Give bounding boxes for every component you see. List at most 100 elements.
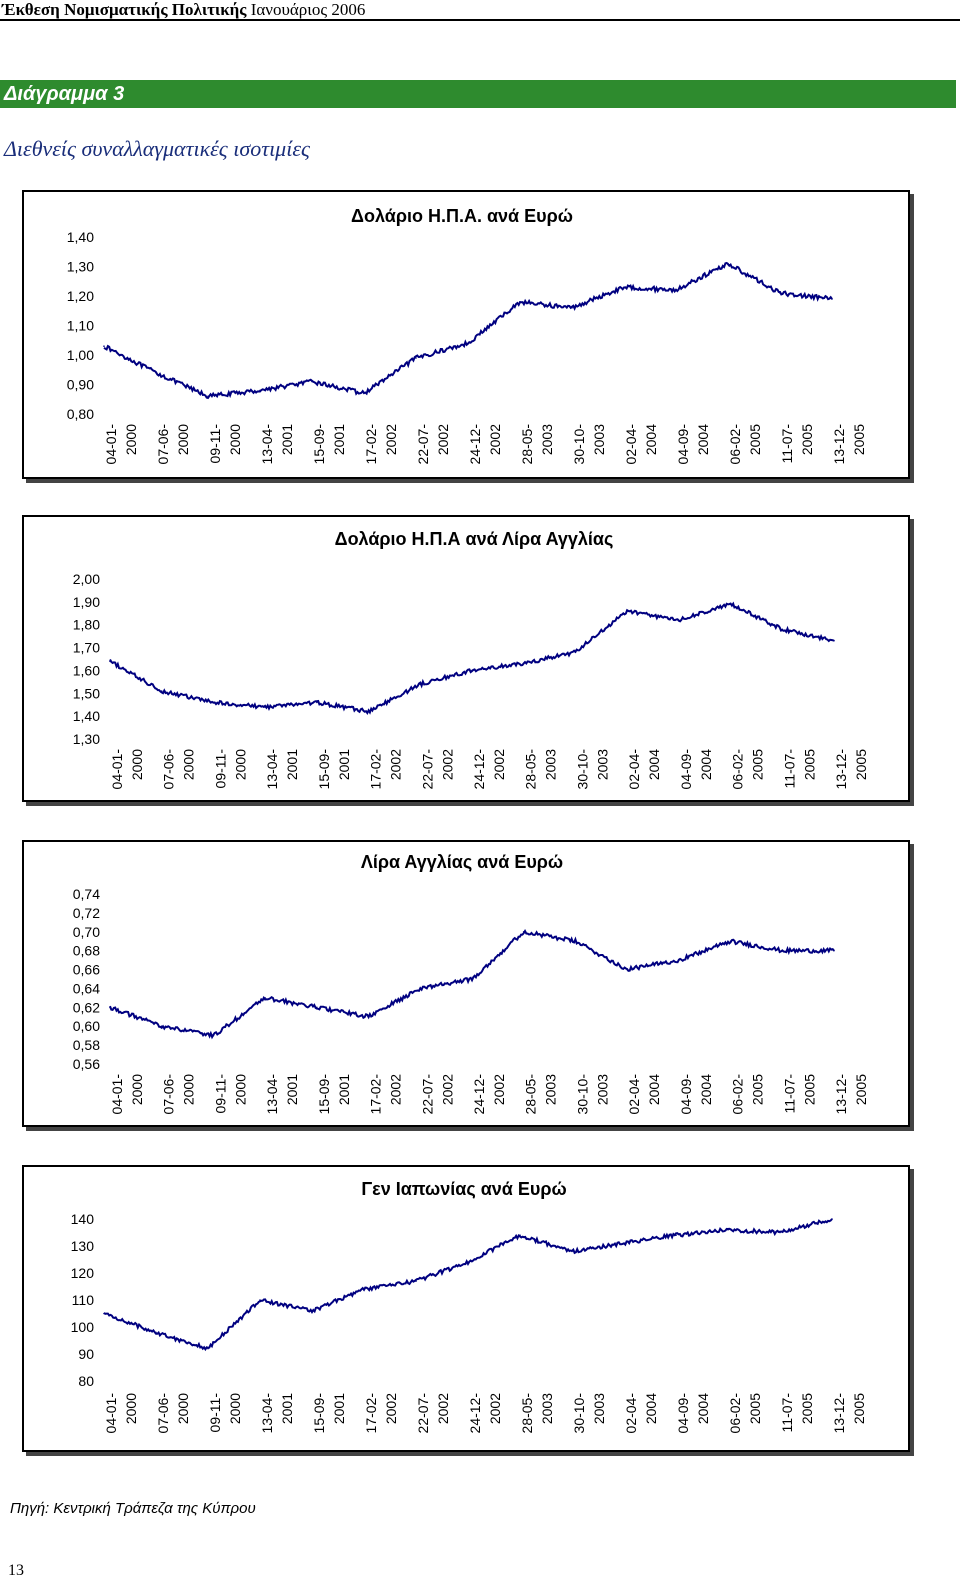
- svg-text:13-04-: 13-04-: [259, 424, 275, 465]
- svg-text:28-05-: 28-05-: [523, 749, 539, 790]
- svg-text:17-02-: 17-02-: [363, 1393, 379, 1434]
- data-point: [779, 1231, 781, 1234]
- svg-text:11-07-: 11-07-: [779, 1393, 795, 1433]
- svg-text:2000: 2000: [129, 749, 145, 780]
- svg-text:2001: 2001: [279, 1393, 295, 1424]
- y-tick-label: 140: [71, 1211, 95, 1227]
- chart-jpy-eur: Γεν Ιαπωνίας ανά Ευρώ 80 90 100 110 120 130 140…: [71, 1179, 867, 1434]
- svg-text:28-05-: 28-05-: [519, 1393, 535, 1434]
- x-tick-label: 13-12- 2005: [833, 749, 869, 790]
- series-line: [103, 1218, 833, 1352]
- x-tick-label: 04-01- 2000: [103, 1393, 139, 1434]
- data-point: [833, 639, 835, 642]
- data-point: [264, 706, 266, 708]
- svg-text:13-04-: 13-04-: [264, 749, 280, 790]
- svg-text:2002: 2002: [439, 749, 455, 780]
- data-point: [207, 1347, 209, 1350]
- x-tick-label: 09-11- 2000: [212, 749, 248, 789]
- svg-text:2000: 2000: [175, 424, 191, 455]
- svg-text:17-02-: 17-02-: [368, 749, 384, 790]
- data-point: [155, 371, 157, 374]
- svg-text:30-10-: 30-10-: [574, 749, 590, 790]
- x-tick-label: 11-07- 2005: [781, 1074, 817, 1114]
- x-tick-label: 07-06- 2000: [155, 1393, 191, 1434]
- data-point: [367, 710, 370, 713]
- svg-text:2003: 2003: [539, 1393, 555, 1424]
- x-tick-label: 28-05- 2003: [519, 424, 555, 465]
- x-tick-label: 28-05- 2003: [523, 1074, 559, 1115]
- x-tick-label: 06-02- 2005: [730, 749, 766, 790]
- svg-text:2005: 2005: [750, 1074, 766, 1105]
- svg-text:13-12-: 13-12-: [833, 749, 849, 790]
- data-point: [522, 662, 525, 665]
- data-point: [155, 1331, 157, 1334]
- data-point: [103, 1312, 105, 1315]
- svg-text:2004: 2004: [646, 749, 662, 780]
- x-tick-label: 24-12- 2002: [467, 424, 503, 465]
- data-point: [519, 301, 521, 303]
- data-point: [675, 289, 677, 291]
- svg-text:2003: 2003: [594, 749, 610, 780]
- svg-text:2002: 2002: [383, 424, 399, 455]
- svg-text:04-01-: 04-01-: [109, 1074, 125, 1115]
- svg-text:22-07-: 22-07-: [415, 424, 431, 465]
- svg-text:2001: 2001: [331, 1393, 347, 1424]
- svg-text:2002: 2002: [388, 749, 404, 780]
- x-tick-label: 13-12- 2005: [833, 1074, 869, 1115]
- data-point: [678, 959, 680, 961]
- chart-usd-gbp: Δολάριο Η.Π.Α ανά Λίρα Αγγλίας 1,30 1,40 1,…: [73, 529, 869, 790]
- data-point: [160, 1025, 163, 1028]
- y-tick-label: 1,30: [67, 259, 94, 275]
- svg-text:2000: 2000: [227, 1393, 243, 1424]
- x-tick-label: 02-04- 2004: [623, 1393, 659, 1434]
- svg-text:04-01-: 04-01-: [103, 424, 119, 465]
- report-title-date: Ιανουάριος 2006: [246, 0, 366, 19]
- data-point: [729, 603, 732, 605]
- y-tick-label: 1,30: [73, 731, 100, 747]
- svg-text:02-04-: 02-04-: [626, 749, 642, 790]
- x-tick-label: 13-12- 2005: [831, 424, 867, 465]
- chart-gbp-eur: Λίρα Αγγλίας ανά Ευρώ 0,56 0,58 0,60 0,62 0,6…: [73, 852, 869, 1115]
- data-point: [781, 628, 784, 631]
- svg-text:2001: 2001: [331, 424, 347, 455]
- figure-title: Διεθνείς συναλλαγματικές ισοτιμίες: [4, 136, 310, 161]
- x-tick-label: 04-01- 2000: [109, 1074, 145, 1115]
- svg-text:11-07-: 11-07-: [781, 1074, 797, 1114]
- y-tick-label: 0,90: [67, 377, 94, 393]
- svg-text:24-12-: 24-12-: [471, 1074, 487, 1115]
- svg-text:2004: 2004: [646, 1074, 662, 1105]
- data-point: [781, 949, 784, 952]
- svg-text:2005: 2005: [799, 424, 815, 455]
- x-tick-label: 24-12- 2002: [471, 1074, 507, 1115]
- svg-text:04-09-: 04-09-: [678, 749, 694, 790]
- svg-text:2000: 2000: [175, 1393, 191, 1424]
- svg-text:2003: 2003: [591, 424, 607, 455]
- series-line: [109, 928, 835, 1040]
- svg-text:2005: 2005: [851, 1393, 867, 1424]
- x-tick-label: 30-10- 2003: [574, 749, 610, 790]
- data-point: [419, 683, 422, 685]
- svg-text:17-02-: 17-02-: [368, 1074, 384, 1115]
- svg-text:22-07-: 22-07-: [419, 1074, 435, 1115]
- y-tick-label: 120: [71, 1265, 95, 1281]
- data-point: [574, 940, 577, 943]
- chart-title: Δολάριο Η.Π.Α ανά Λίρα Αγγλίας: [335, 529, 614, 549]
- svg-text:2000: 2000: [232, 1074, 248, 1105]
- svg-text:09-11-: 09-11-: [207, 424, 223, 464]
- data-point: [571, 307, 573, 309]
- svg-text:2005: 2005: [799, 1393, 815, 1424]
- y-tick-label: 90: [78, 1346, 94, 1362]
- data-point: [729, 940, 732, 943]
- svg-text:2004: 2004: [643, 424, 659, 455]
- svg-text:2005: 2005: [750, 749, 766, 780]
- chart-panel-gbp-eur: Λίρα Αγγλίας ανά Ευρώ 0,56 0,58 0,60 0,62 0,6…: [22, 840, 910, 1127]
- x-tick-label: 30-10- 2003: [571, 424, 607, 465]
- svg-text:02-04-: 02-04-: [623, 1393, 639, 1434]
- y-tick-label: 0,56: [73, 1056, 100, 1072]
- svg-text:2003: 2003: [543, 749, 559, 780]
- svg-text:2004: 2004: [695, 424, 711, 455]
- svg-text:2003: 2003: [594, 1074, 610, 1105]
- data-point: [160, 690, 163, 692]
- svg-text:04-09-: 04-09-: [678, 1074, 694, 1115]
- x-tick-label: 04-09- 2004: [675, 1393, 711, 1434]
